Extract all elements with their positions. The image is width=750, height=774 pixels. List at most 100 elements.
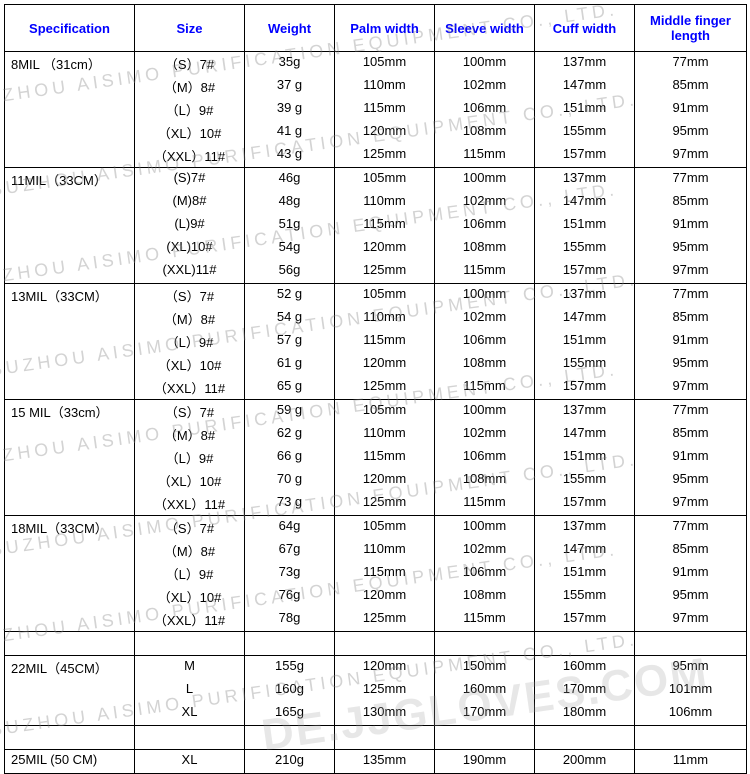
data-cell: 64g bbox=[245, 516, 335, 540]
data-cell bbox=[335, 632, 435, 656]
data-cell: 115mm bbox=[335, 98, 435, 121]
data-cell: 155g bbox=[245, 656, 335, 680]
data-cell: 102mm bbox=[435, 539, 535, 562]
data-cell bbox=[135, 632, 245, 656]
data-cell: （M）8# bbox=[135, 423, 245, 446]
data-cell: 85mm bbox=[635, 307, 747, 330]
data-cell: 95mm bbox=[635, 585, 747, 608]
data-cell: 147mm bbox=[535, 191, 635, 214]
data-cell: 120mm bbox=[335, 237, 435, 260]
data-cell: 110mm bbox=[335, 307, 435, 330]
data-cell: 95mm bbox=[635, 237, 747, 260]
data-cell: 115mm bbox=[435, 608, 535, 632]
table-body: 8MIL （31cm）（S）7#35g105mm100mm137mm77mm（M… bbox=[5, 52, 747, 774]
data-cell: 157mm bbox=[535, 492, 635, 516]
spec-cell bbox=[5, 632, 135, 656]
data-cell: 102mm bbox=[435, 307, 535, 330]
data-cell: 120mm bbox=[335, 585, 435, 608]
data-cell: 54 g bbox=[245, 307, 335, 330]
data-cell: 137mm bbox=[535, 284, 635, 308]
data-cell: 39 g bbox=[245, 98, 335, 121]
data-cell: （XL）10# bbox=[135, 353, 245, 376]
data-cell: 85mm bbox=[635, 539, 747, 562]
col-header-2: Weight bbox=[245, 5, 335, 52]
data-cell: 157mm bbox=[535, 260, 635, 284]
data-cell: 77mm bbox=[635, 284, 747, 308]
data-cell: 100mm bbox=[435, 400, 535, 424]
data-cell: 62 g bbox=[245, 423, 335, 446]
data-cell: 52 g bbox=[245, 284, 335, 308]
col-header-4: Sleeve width bbox=[435, 5, 535, 52]
data-cell: 115mm bbox=[435, 492, 535, 516]
data-cell: 210g bbox=[245, 750, 335, 774]
table-row: 18MIL（33CM）（S）7#64g105mm100mm137mm77mm bbox=[5, 516, 747, 540]
spec-cell: 15 MIL（33cm） bbox=[5, 400, 135, 516]
data-cell: 137mm bbox=[535, 52, 635, 76]
data-cell: (XXL)11# bbox=[135, 260, 245, 284]
table-row bbox=[5, 726, 747, 750]
data-cell bbox=[245, 632, 335, 656]
header-row: SpecificationSizeWeightPalm widthSleeve … bbox=[5, 5, 747, 52]
data-cell: 155mm bbox=[535, 353, 635, 376]
spec-cell: 13MIL（33CM） bbox=[5, 284, 135, 400]
data-cell: （M）8# bbox=[135, 75, 245, 98]
data-cell: 157mm bbox=[535, 144, 635, 168]
data-cell: 41 g bbox=[245, 121, 335, 144]
data-cell: 97mm bbox=[635, 144, 747, 168]
data-cell: 97mm bbox=[635, 608, 747, 632]
data-cell: (S)7# bbox=[135, 168, 245, 192]
data-cell: 147mm bbox=[535, 75, 635, 98]
col-header-0: Specification bbox=[5, 5, 135, 52]
data-cell: 106mm bbox=[435, 330, 535, 353]
data-cell: 125mm bbox=[335, 376, 435, 400]
data-cell: 77mm bbox=[635, 516, 747, 540]
data-cell: 77mm bbox=[635, 52, 747, 76]
data-cell: 110mm bbox=[335, 539, 435, 562]
data-cell bbox=[435, 726, 535, 750]
table-row: 15 MIL（33cm）（S）7#59 g105mm100mm137mm77mm bbox=[5, 400, 747, 424]
data-cell: （M）8# bbox=[135, 307, 245, 330]
data-cell: 130mm bbox=[335, 702, 435, 726]
data-cell: 125mm bbox=[335, 492, 435, 516]
data-cell: 151mm bbox=[535, 98, 635, 121]
data-cell: （XL）10# bbox=[135, 469, 245, 492]
data-cell: 170mm bbox=[535, 679, 635, 702]
data-cell: 155mm bbox=[535, 469, 635, 492]
spec-cell: 11MIL（33CM） bbox=[5, 168, 135, 284]
data-cell: 66 g bbox=[245, 446, 335, 469]
data-cell: 101mm bbox=[635, 679, 747, 702]
data-cell: 73 g bbox=[245, 492, 335, 516]
data-cell: 100mm bbox=[435, 52, 535, 76]
data-cell: 85mm bbox=[635, 191, 747, 214]
data-cell: （XXL）11# bbox=[135, 608, 245, 632]
data-cell: 157mm bbox=[535, 608, 635, 632]
data-cell: 91mm bbox=[635, 446, 747, 469]
data-cell: 108mm bbox=[435, 585, 535, 608]
data-cell bbox=[635, 632, 747, 656]
data-cell: 115mm bbox=[435, 260, 535, 284]
data-cell: 120mm bbox=[335, 121, 435, 144]
data-cell: 110mm bbox=[335, 423, 435, 446]
data-cell: 95mm bbox=[635, 121, 747, 144]
data-cell: 155mm bbox=[535, 237, 635, 260]
data-cell: 106mm bbox=[435, 214, 535, 237]
data-cell: 78g bbox=[245, 608, 335, 632]
data-cell: 120mm bbox=[335, 353, 435, 376]
data-cell: 115mm bbox=[435, 144, 535, 168]
data-cell: 61 g bbox=[245, 353, 335, 376]
data-cell: 137mm bbox=[535, 400, 635, 424]
spec-cell: 8MIL （31cm） bbox=[5, 52, 135, 168]
data-cell: （L）9# bbox=[135, 98, 245, 121]
data-cell: 157mm bbox=[535, 376, 635, 400]
data-cell bbox=[245, 726, 335, 750]
data-cell: 105mm bbox=[335, 168, 435, 192]
data-cell: 190mm bbox=[435, 750, 535, 774]
data-cell: 115mm bbox=[435, 376, 535, 400]
data-cell: 95mm bbox=[635, 656, 747, 680]
spec-cell: 18MIL（33CM） bbox=[5, 516, 135, 632]
data-cell: 108mm bbox=[435, 237, 535, 260]
data-cell: 125mm bbox=[335, 144, 435, 168]
data-cell: 180mm bbox=[535, 702, 635, 726]
data-cell bbox=[435, 632, 535, 656]
data-cell: （S）7# bbox=[135, 52, 245, 76]
